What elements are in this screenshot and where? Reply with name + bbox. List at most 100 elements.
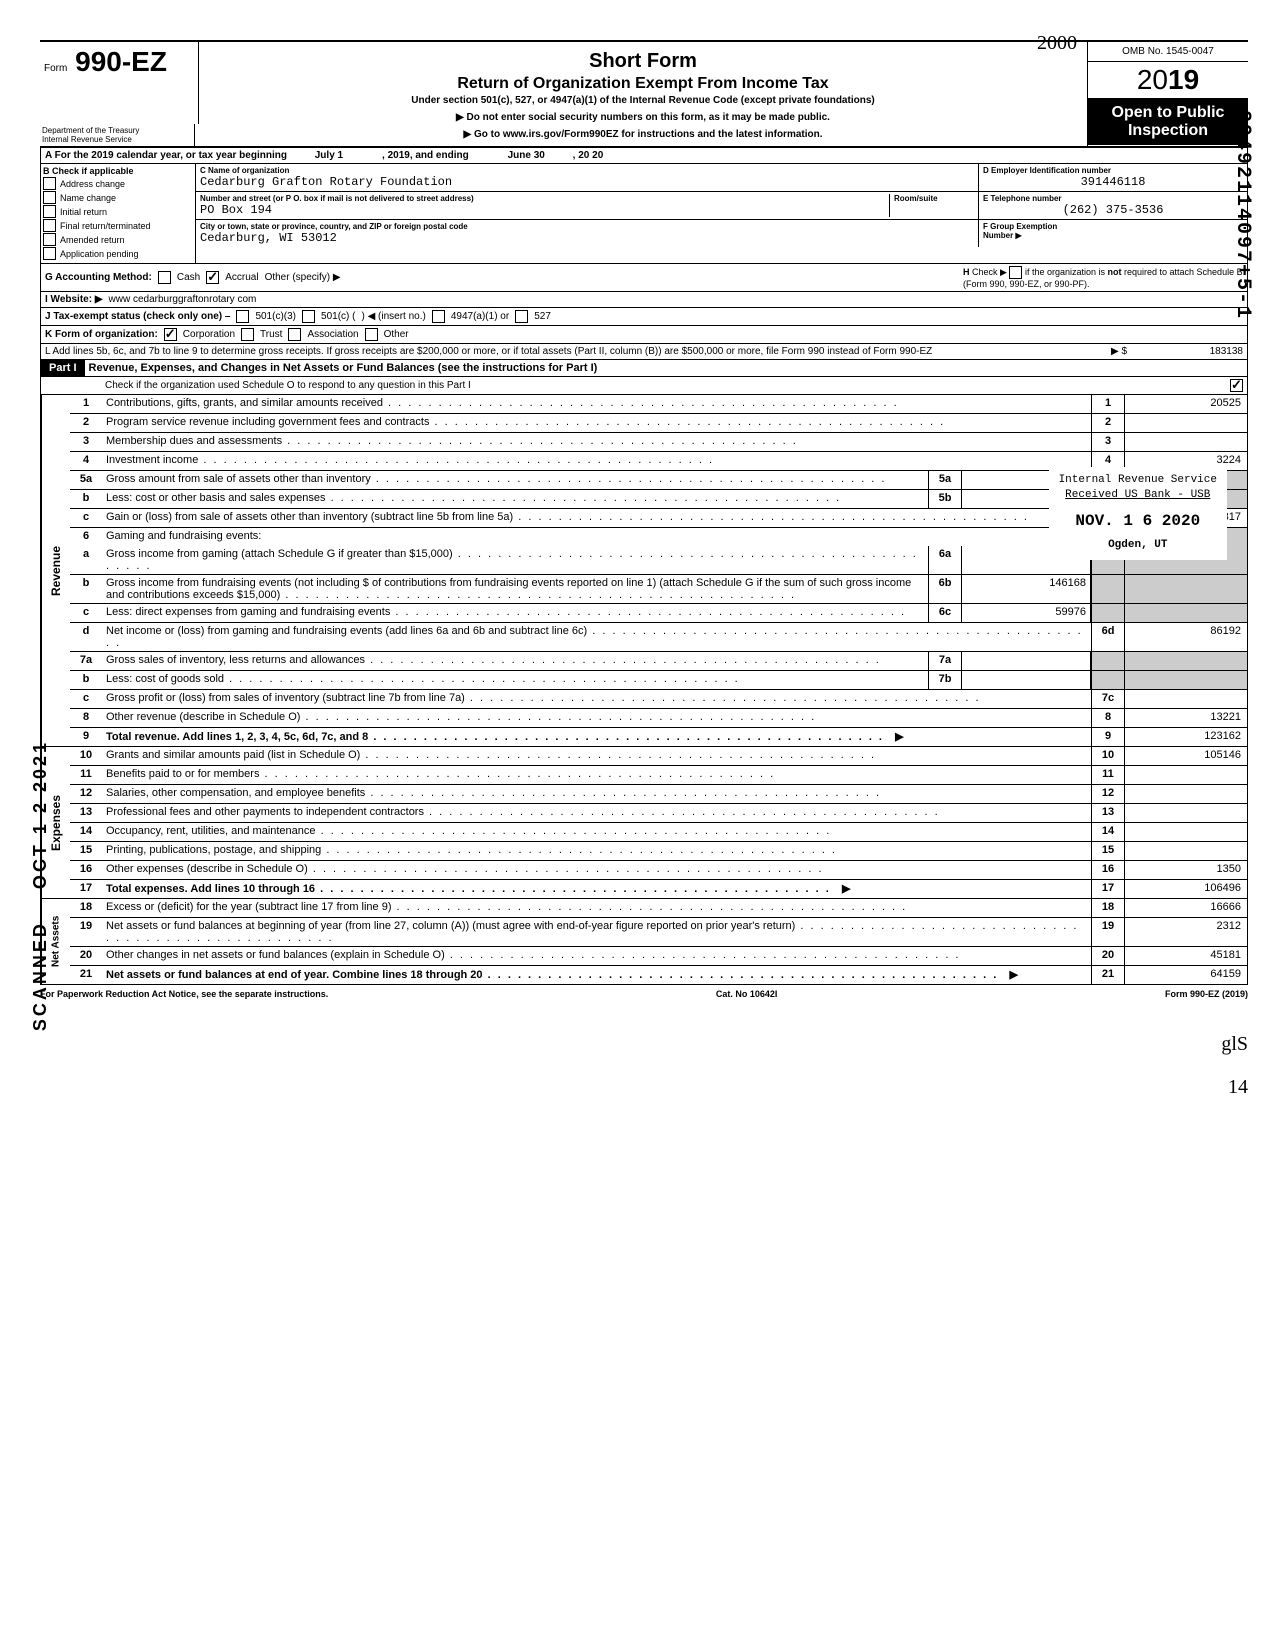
lbl-app-pending: Application pending (60, 249, 139, 259)
c-label: C Name of organization (200, 166, 974, 175)
line-20: 20 Other changes in net assets or fund b… (70, 947, 1247, 966)
row-j: J Tax-exempt status (check only one) – 5… (40, 308, 1248, 326)
line-19: 19 Net assets or fund balances at beginn… (70, 918, 1247, 947)
chk-cash[interactable] (158, 271, 171, 284)
row-i: I Website: ▶ www cedarburggraftonrotary … (40, 292, 1248, 308)
i-label: I Website: ▶ (45, 294, 103, 305)
lbl-amended: Amended return (60, 235, 125, 245)
e-label: E Telephone number (983, 194, 1243, 203)
initials: glS (1221, 1033, 1248, 1055)
line-6c: c Less: direct expenses from gaming and … (70, 604, 1247, 623)
side-netassets: Net Assets (41, 899, 70, 984)
col-b-header: B Check if applicable (43, 166, 193, 176)
line-13: 13 Professional fees and other payments … (70, 804, 1247, 823)
line-1: 1 Contributions, gifts, grants, and simi… (70, 395, 1247, 414)
handwritten-year: 2000 (1037, 32, 1077, 55)
chk-501c3[interactable] (236, 310, 249, 323)
lbl-trust: Trust (260, 329, 282, 340)
chk-final-return[interactable] (43, 219, 56, 232)
chk-corp[interactable] (164, 328, 177, 341)
chk-schedule-o[interactable] (1230, 379, 1243, 392)
netassets-section: Net Assets 18 Excess or (deficit) for th… (40, 899, 1248, 985)
stamp-irs-line2: Received US Bank - USB (1059, 488, 1217, 503)
row-l: L Add lines 5b, 6c, and 7b to line 9 to … (40, 344, 1248, 360)
irs-stamp: Internal Revenue Service Received US Ban… (1049, 467, 1227, 560)
f-label: F Group Exemption (983, 222, 1057, 231)
revenue-section: Revenue 1 Contributions, gifts, grants, … (40, 395, 1248, 747)
form-number: 990-EZ (75, 46, 167, 77)
lbl-corp: Corporation (183, 329, 235, 340)
lbl-address-change: Address change (60, 179, 125, 189)
row-g: G Accounting Method: Cash Accrual Other … (40, 264, 1248, 292)
room-label: Room/suite (894, 194, 974, 203)
website-value: www cedarburggraftonrotary com (109, 294, 257, 305)
chk-amended[interactable] (43, 233, 56, 246)
row-a-tax-year: A For the 2019 calendar year, or tax yea… (40, 148, 1248, 164)
line-7a: 7a Gross sales of inventory, less return… (70, 652, 1247, 671)
d-label: D Employer Identification number (983, 166, 1243, 175)
row-a-tail: , 20 20 (573, 150, 604, 161)
chk-trust[interactable] (241, 328, 254, 341)
dept-irs: Internal Revenue Service (42, 135, 192, 144)
lbl-other-method: Other (specify) ▶ (265, 272, 341, 283)
line-7c: c Gross profit or (loss) from sales of i… (70, 690, 1247, 709)
lbl-accrual: Accrual (225, 272, 258, 283)
form-prefix: Form (44, 63, 67, 74)
chk-accrual[interactable] (206, 271, 219, 284)
line-16: 16 Other expenses (describe in Schedule … (70, 861, 1247, 880)
chk-h[interactable] (1009, 266, 1022, 279)
tax-year-end: June 30 (508, 150, 545, 161)
line-17: 17 Total expenses. Add lines 10 through … (70, 880, 1247, 898)
lbl-other-org: Other (384, 329, 409, 340)
chk-name-change[interactable] (43, 191, 56, 204)
chk-4947[interactable] (432, 310, 445, 323)
line-12: 12 Salaries, other compensation, and emp… (70, 785, 1247, 804)
dept-treasury: Department of the Treasury (42, 126, 192, 135)
chk-other-org[interactable] (365, 328, 378, 341)
line-10: 10 Grants and similar amounts paid (list… (70, 747, 1247, 766)
title-return: Return of Organization Exempt From Incom… (205, 75, 1081, 93)
page-footer: For Paperwork Reduction Act Notice, see … (40, 985, 1248, 1003)
chk-app-pending[interactable] (43, 247, 56, 260)
city-label: City or town, state or province, country… (200, 222, 974, 231)
lbl-initial-return: Initial return (60, 207, 107, 217)
row-k: K Form of organization: Corporation Trus… (40, 326, 1248, 344)
chk-initial-return[interactable] (43, 205, 56, 218)
l-arrow: ▶ $ (1111, 346, 1127, 357)
open-to-public: Open to Public (1090, 104, 1246, 122)
schedule-o-check-text: Check if the organization used Schedule … (45, 380, 1224, 391)
line-6d: d Net income or (loss) from gaming and f… (70, 623, 1247, 652)
f-label2: Number ▶ (983, 231, 1022, 240)
addr-label: Number and street (or P O. box if mail i… (200, 194, 889, 203)
city-value: Cedarburg, WI 53012 (200, 231, 974, 245)
line-15: 15 Printing, publications, postage, and … (70, 842, 1247, 861)
line-11: 11 Benefits paid to or for members 11 (70, 766, 1247, 785)
tax-year-begin: July 1 (315, 150, 343, 161)
line-8: 8 Other revenue (describe in Schedule O)… (70, 709, 1247, 728)
line-6b: b Gross income from fundraising events (… (70, 575, 1247, 604)
stamp-irs-line1: Internal Revenue Service (1059, 473, 1217, 488)
lbl-assoc: Association (307, 329, 358, 340)
phone-value: (262) 375-3536 (983, 203, 1243, 217)
expenses-section: Expenses 10 Grants and similar amounts p… (40, 747, 1248, 899)
j-label: J Tax-exempt status (check only one) – (45, 311, 230, 322)
page-number: 14 (1228, 1076, 1248, 1098)
footer-form: Form 990-EZ (2019) (1165, 989, 1248, 999)
row-a-mid: , 2019, and ending (382, 150, 469, 161)
subtitle: Under section 501(c), 527, or 4947(a)(1)… (205, 95, 1081, 106)
chk-address-change[interactable] (43, 177, 56, 190)
omb-number: OMB No. 1545-0047 (1088, 42, 1248, 62)
row-a-label: A For the 2019 calendar year, or tax yea… (45, 150, 287, 161)
lbl-final-return: Final return/terminated (60, 221, 151, 231)
side-control-number: 29492114097+5-1 (1231, 110, 1254, 320)
chk-501c[interactable] (302, 310, 315, 323)
chk-assoc[interactable] (288, 328, 301, 341)
part-1-title: Revenue, Expenses, and Changes in Net As… (85, 360, 1247, 376)
side-expenses: Expenses (41, 747, 70, 898)
footer-left: For Paperwork Reduction Act Notice, see … (40, 989, 328, 999)
ein-value: 391446118 (983, 175, 1243, 189)
line-14: 14 Occupancy, rent, utilities, and maint… (70, 823, 1247, 842)
l-gross-receipts: 183138 (1133, 346, 1243, 357)
lbl-527: 527 (534, 311, 551, 322)
chk-527[interactable] (515, 310, 528, 323)
